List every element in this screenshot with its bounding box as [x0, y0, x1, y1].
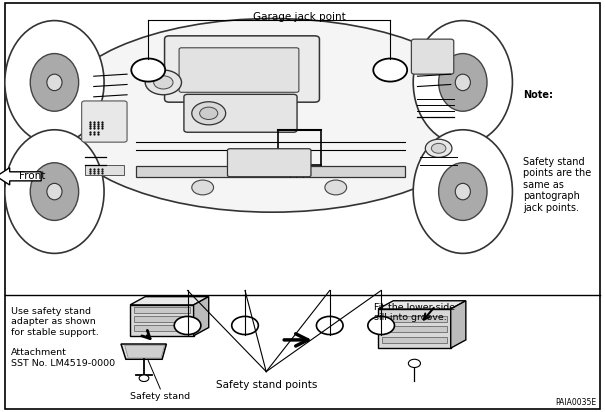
Text: Safety stand: Safety stand	[130, 392, 191, 401]
Ellipse shape	[413, 130, 512, 253]
Polygon shape	[194, 297, 209, 336]
FancyBboxPatch shape	[411, 39, 454, 74]
Text: Fit the lower side
sill into groove.: Fit the lower side sill into groove.	[374, 303, 455, 322]
Circle shape	[408, 359, 420, 368]
Circle shape	[373, 59, 407, 82]
Ellipse shape	[30, 54, 79, 111]
Circle shape	[431, 143, 446, 153]
Circle shape	[425, 139, 452, 157]
Circle shape	[368, 316, 394, 335]
Text: Safety stand
points are the
same as
pantograph
jack points.: Safety stand points are the same as pant…	[523, 157, 592, 213]
FancyBboxPatch shape	[179, 48, 299, 92]
Circle shape	[139, 375, 149, 382]
Circle shape	[131, 59, 165, 82]
FancyBboxPatch shape	[165, 36, 319, 102]
Ellipse shape	[420, 33, 505, 132]
Bar	[134, 316, 190, 322]
Ellipse shape	[439, 163, 487, 220]
Polygon shape	[451, 301, 466, 348]
Ellipse shape	[5, 130, 104, 253]
Text: Attachment
SST No. LM4519-0000: Attachment SST No. LM4519-0000	[11, 348, 115, 368]
Circle shape	[145, 70, 182, 95]
Bar	[382, 316, 447, 322]
Text: Front: Front	[19, 171, 45, 181]
Ellipse shape	[455, 183, 471, 200]
Text: Note:: Note:	[523, 90, 554, 100]
Text: Garage jack point: Garage jack point	[253, 12, 346, 22]
Ellipse shape	[30, 163, 79, 220]
Ellipse shape	[439, 54, 487, 111]
Circle shape	[232, 316, 258, 335]
Polygon shape	[130, 297, 209, 305]
Bar	[134, 325, 190, 331]
Bar	[382, 326, 447, 332]
Ellipse shape	[54, 19, 490, 212]
Polygon shape	[378, 301, 466, 309]
FancyBboxPatch shape	[184, 94, 297, 132]
FancyBboxPatch shape	[227, 149, 311, 177]
Polygon shape	[125, 345, 165, 358]
Bar	[134, 307, 190, 313]
FancyBboxPatch shape	[82, 101, 127, 142]
Text: Safety stand points: Safety stand points	[215, 380, 317, 390]
Circle shape	[316, 316, 343, 335]
Ellipse shape	[12, 142, 97, 241]
Ellipse shape	[12, 33, 97, 132]
Bar	[378, 309, 451, 348]
Circle shape	[192, 180, 214, 195]
Ellipse shape	[420, 142, 505, 241]
Ellipse shape	[47, 183, 62, 200]
Bar	[136, 166, 405, 177]
Bar	[382, 337, 447, 343]
Ellipse shape	[455, 74, 471, 91]
Bar	[130, 305, 194, 336]
Circle shape	[192, 102, 226, 125]
Text: Use safety stand
adapter as shown
for stable support.: Use safety stand adapter as shown for st…	[11, 307, 99, 337]
FancyArrow shape	[0, 168, 41, 185]
Polygon shape	[121, 344, 166, 359]
Circle shape	[154, 76, 173, 89]
Ellipse shape	[47, 74, 62, 91]
Circle shape	[174, 316, 201, 335]
Circle shape	[325, 180, 347, 195]
Bar	[85, 165, 124, 175]
Ellipse shape	[5, 21, 104, 144]
Ellipse shape	[413, 21, 512, 144]
Circle shape	[200, 107, 218, 119]
Text: PAIA0035E: PAIA0035E	[555, 398, 596, 407]
